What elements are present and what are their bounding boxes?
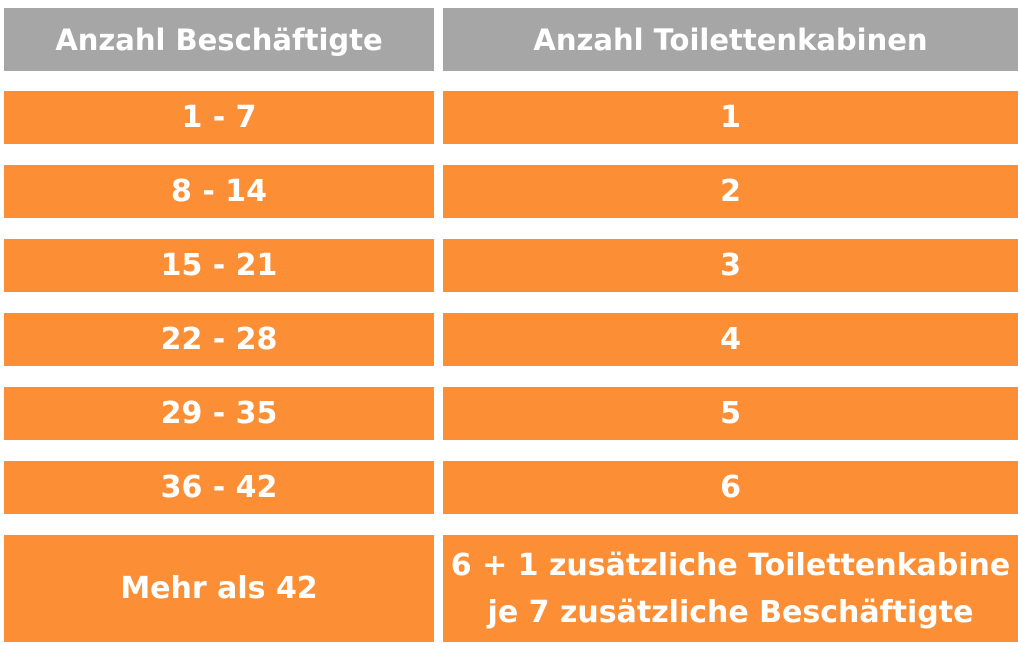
cabins-cell: 5: [443, 387, 1018, 440]
table-row: 8 - 14 2: [4, 165, 1018, 218]
table-row: 15 - 21 3: [4, 239, 1018, 292]
cabins-cell: 2: [443, 165, 1018, 218]
employees-cell: 15 - 21: [4, 239, 434, 292]
table-header-row: Anzahl Beschäftigte Anzahl Toilettenkabi…: [4, 8, 1018, 71]
table-row: 36 - 42 6: [4, 461, 1018, 514]
table-row: 29 - 35 5: [4, 387, 1018, 440]
employees-cell: 22 - 28: [4, 313, 434, 366]
employees-cell: 1 - 7: [4, 91, 434, 144]
employees-cell: Mehr als 42: [4, 535, 434, 642]
cabins-line-2: je 7 zusätzliche Beschäftigte: [487, 594, 974, 630]
employees-cell: 29 - 35: [4, 387, 434, 440]
header-cabins: Anzahl Toilettenkabinen: [443, 8, 1018, 71]
employees-cell: 8 - 14: [4, 165, 434, 218]
employees-cell: 36 - 42: [4, 461, 434, 514]
table-row-last: Mehr als 42 6 + 1 zusätzliche Toilettenk…: [4, 535, 1018, 642]
cabins-cell: 6: [443, 461, 1018, 514]
cabins-cell: 4: [443, 313, 1018, 366]
header-employees: Anzahl Beschäftigte: [4, 8, 434, 71]
cabins-line-1: 6 + 1 zusätzliche Toilettenkabine: [450, 547, 1011, 583]
cabins-cell: 1: [443, 91, 1018, 144]
table-row: 22 - 28 4: [4, 313, 1018, 366]
toilet-cabins-table: Anzahl Beschäftigte Anzahl Toilettenkabi…: [4, 8, 1018, 642]
cabins-cell: 3: [443, 239, 1018, 292]
table-row: 1 - 7 1: [4, 91, 1018, 144]
cabins-cell: 6 + 1 zusätzliche Toilettenkabine je 7 z…: [443, 535, 1018, 642]
